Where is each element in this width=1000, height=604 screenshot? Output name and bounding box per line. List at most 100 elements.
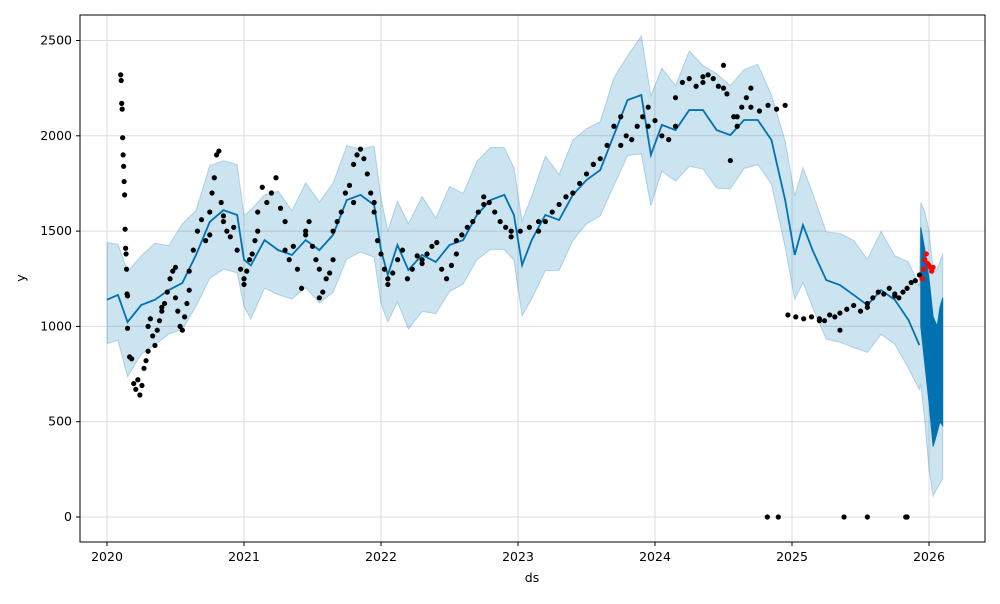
observed-point [793,314,799,320]
observed-point [679,79,686,86]
observed-point [618,142,624,148]
y-tick-label: 500 [48,414,72,429]
observed-point [190,247,196,253]
observed-point [700,79,706,86]
observed-point [364,171,370,177]
observed-point [320,289,326,295]
observed-point [231,224,237,230]
observed-point [313,257,319,263]
observed-point [864,304,870,310]
observed-point [131,380,137,387]
observed-point [399,247,406,253]
observed-point [385,276,391,282]
observed-point [748,85,754,91]
observed-point [246,257,253,263]
observed-point [316,295,322,301]
observed-point [720,62,727,68]
observed-point [290,243,296,249]
observed-point [486,199,492,206]
observed-point [129,356,135,362]
observed-point [583,171,590,177]
observed-point [338,209,344,215]
observed-point [351,199,357,206]
observed-point [912,278,918,284]
observed-point [775,514,781,520]
observed-point [424,251,430,257]
observed-point [152,342,158,349]
observed-point [837,310,843,316]
observed-point [419,257,425,263]
observed-point [161,300,168,307]
plot-frame [79,14,986,543]
observed-point [122,192,128,198]
observed-point [268,190,274,196]
observed-point [218,199,224,206]
observed-point [184,300,190,307]
observed-point [590,161,596,167]
observed-point [121,163,127,169]
x-tick-label: 2023 [502,549,534,564]
observed-point [147,316,153,322]
observed-point [122,245,129,251]
observed-point [316,266,322,272]
observed-point [214,152,220,158]
y-tick-label: 2000 [40,128,72,143]
observed-point [570,190,576,196]
observed-point [277,205,284,211]
x-tick-label: 2021 [228,549,260,564]
observed-point [374,238,381,244]
observed-point [535,218,542,225]
observed-points [118,62,936,520]
observed-point [844,306,850,312]
observed-point [227,234,233,240]
observed-point [409,266,415,272]
observed-point [896,295,902,301]
observed-point [381,266,388,272]
observed-point [119,106,125,112]
observed-point [145,348,151,354]
forecast-line-path [106,93,921,346]
observed-point [167,276,173,282]
observed-point [264,199,270,206]
x-tick-label: 2024 [639,549,671,564]
observed-point [864,514,870,520]
observed-point [249,251,255,257]
observed-point [327,270,333,276]
observed-point [808,314,815,320]
observed-point [145,323,151,329]
observed-point [273,175,279,181]
observed-point [150,333,156,339]
observed-point [323,276,329,282]
x-tick-label: 2026 [913,549,945,564]
observed-point [623,133,629,139]
observed-point [916,272,923,278]
observed-point [904,514,910,520]
y-tick-label: 1000 [40,318,72,333]
observed-point [645,123,651,129]
observed-point [577,180,583,187]
observed-point [875,289,881,295]
observed-point [354,152,360,158]
recent-point [919,276,925,282]
observed-point [303,232,309,238]
observed-point [309,243,316,249]
observed-point [255,228,261,234]
y-tick-label: 0 [64,509,72,524]
observed-point [404,276,411,282]
observed-point [334,218,340,225]
observed-point [904,285,910,291]
observed-point [203,238,209,244]
recent-point [920,266,927,272]
observed-point [303,228,309,234]
observed-point [900,289,906,295]
observed-point [517,228,523,234]
observed-point [234,247,240,253]
observed-point [207,209,213,215]
observed-point [241,276,247,282]
observed-point [368,190,374,196]
forecast-line [106,93,944,447]
observed-point [481,194,487,200]
observed-point [448,262,455,269]
observed-point [141,365,147,371]
